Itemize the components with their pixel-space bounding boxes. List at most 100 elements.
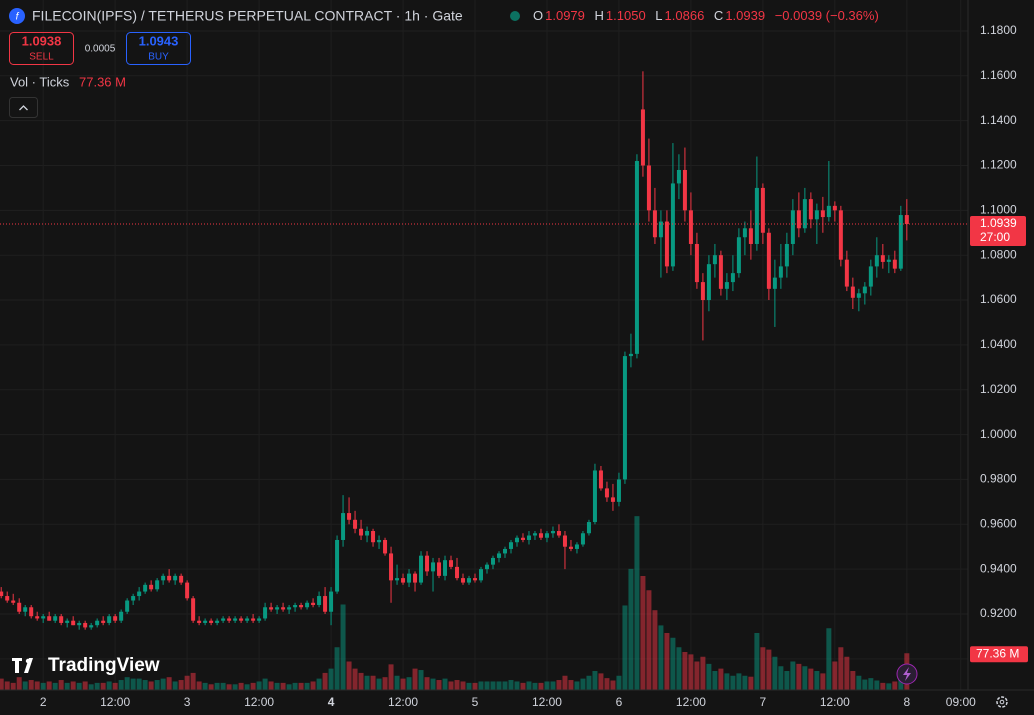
candle-body [868,266,873,287]
candle-body [694,243,699,283]
candle-body [359,528,364,536]
sell-button[interactable] [9,32,74,65]
candle-body [311,602,316,606]
volume-bar [604,678,610,690]
candle-body [880,255,885,262]
candle-body [574,544,579,549]
volume-bar [28,680,34,690]
candle-body [784,243,789,267]
candle-body [568,546,573,549]
candle-body [425,555,430,572]
volume-bar [886,683,892,690]
volume-bar [718,668,724,690]
volume-bar [22,681,28,690]
candle-body [149,584,154,590]
candle-body [802,199,807,229]
y-tick-label: 1.1600 [980,68,1017,82]
candle-body [736,237,741,274]
volume-bar [244,684,250,690]
x-tick-label: 12:00 [100,695,130,709]
x-tick-label: 7 [760,695,767,709]
volume-bar [490,681,496,690]
volume-bar [646,590,652,690]
candle-body [598,470,603,489]
volume-bar [622,605,628,690]
candle-body [323,596,328,612]
candle-body [161,575,166,581]
settings-icon-center [999,699,1005,705]
candle-body [604,488,609,498]
volume-bar [628,568,634,690]
volume-bar [358,672,364,690]
candle-body [856,293,861,298]
volume-bar [634,516,640,690]
candle-body [688,210,693,244]
candle-body [329,591,334,612]
volume-bar [394,675,400,690]
candle-body [239,618,244,621]
volume-bar [322,672,328,690]
y-tick-label: 0.9800 [980,472,1017,486]
volume-bar [832,661,838,690]
candle-body [748,228,753,244]
volume-bar [160,678,166,690]
candle-body [706,264,711,301]
volume-bar [550,681,556,690]
candle-body [53,616,58,621]
x-tick-label: 3 [184,695,191,709]
volume-bar [310,681,316,690]
volume-bar [796,663,802,690]
volume-bar [538,682,544,690]
market-status [510,11,520,21]
candle-body [77,622,82,626]
volume-bar [502,681,508,690]
legend-value: 1.0866 [665,8,705,23]
settings-icon[interactable] [996,696,1008,708]
volume-bar [286,684,292,690]
candle-body [700,282,705,301]
volume-bar [328,668,334,690]
y-tick-label: 0.9600 [980,516,1017,530]
volume-bar [496,681,502,690]
x-tick-label: 8 [903,695,910,709]
volume-bar [700,656,706,690]
candles [0,71,909,630]
chart-title: FILECOIN(IPFS) / TETHERUS PERPETUAL CONT… [32,8,463,24]
buy-button[interactable] [126,32,191,65]
volume-bar [214,682,220,690]
volume-bar [448,681,454,690]
candle-body [233,618,238,621]
volume-bar [874,680,880,690]
x-tick-label: 12:00 [820,695,850,709]
volume-bar [784,671,790,690]
candle-body [544,533,549,538]
x-tick-label: 5 [472,695,479,709]
collapse-button[interactable] [9,97,38,118]
volume-bar [652,610,658,690]
symbol-icon-glyph: f [16,12,20,23]
candle-body [514,537,519,543]
buy-price: 1.0943 [139,33,179,48]
candle-body [23,607,28,612]
candle-body [664,221,669,267]
x-tick-label: 09:00 [946,695,976,709]
y-tick-label: 1.0600 [980,292,1017,306]
collapse-icon [19,105,28,111]
volume-bar [46,681,52,690]
candle-body [682,169,687,211]
candle-body [245,618,250,621]
volume-bar [280,682,286,690]
candle-body [892,259,897,269]
volume-bar [478,681,484,690]
candle-body [407,573,412,583]
volume-bar [520,682,526,690]
candle-body [71,620,76,626]
candle-body [29,607,34,617]
symbol-icon [9,8,25,24]
volume-bar [190,672,196,690]
volume-bar [484,681,490,690]
y-tick-label: 1.0000 [980,427,1017,441]
candle-body [419,555,424,583]
